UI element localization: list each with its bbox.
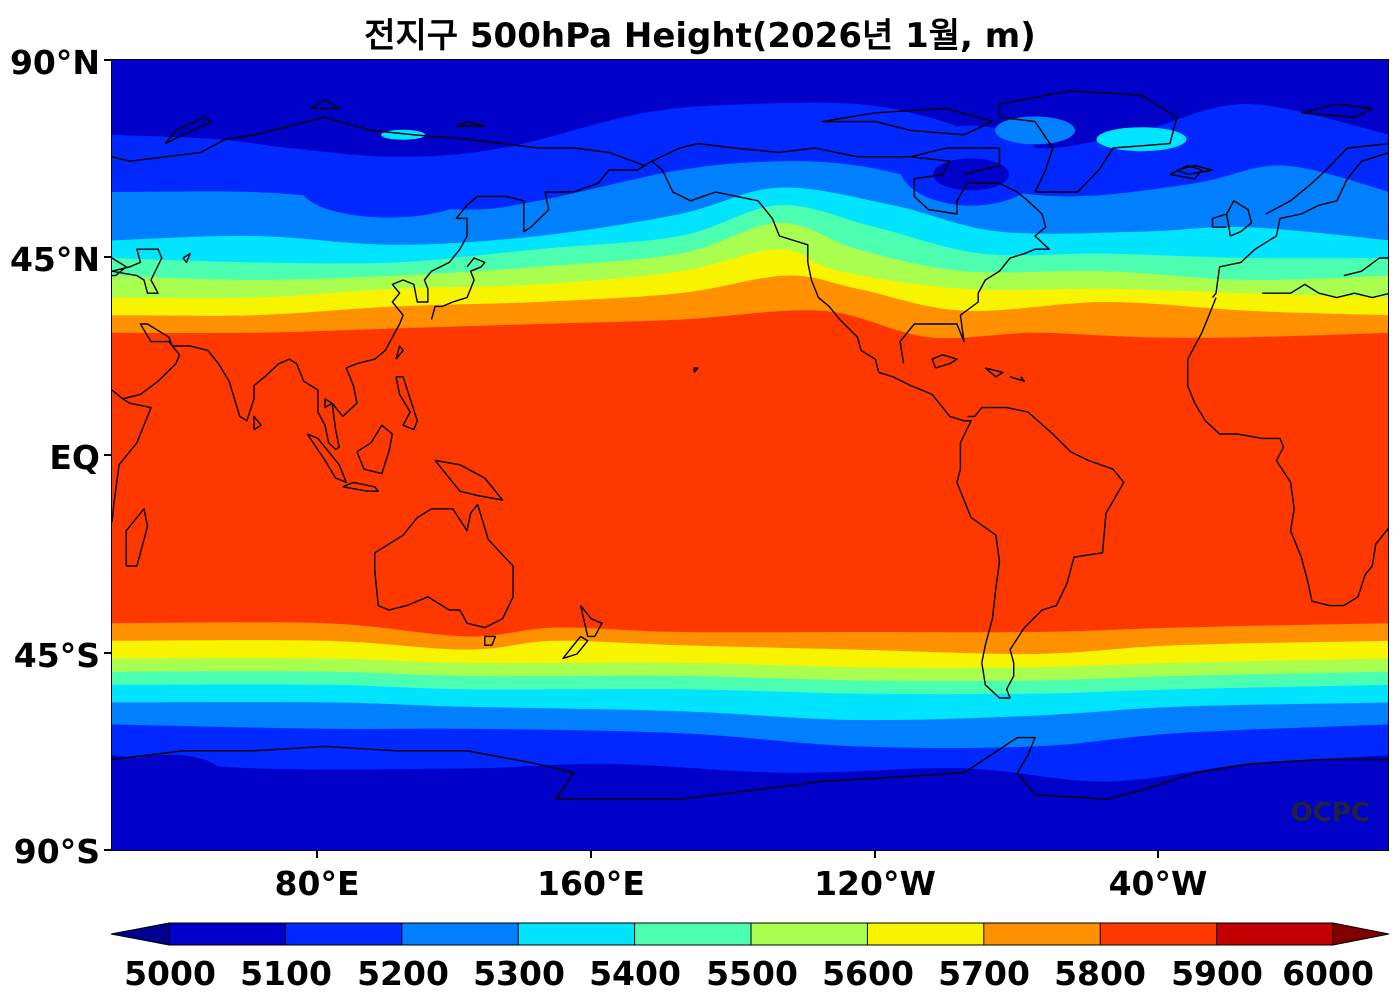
colorbar-label: 5900	[1171, 954, 1263, 993]
height-field-map	[112, 60, 1388, 850]
coastline	[1176, 164, 1214, 176]
coastline	[1211, 152, 1388, 299]
coastline	[651, 160, 1125, 699]
coastline	[693, 367, 699, 373]
greenland-ridge	[1096, 127, 1187, 152]
coastline	[112, 389, 152, 523]
y-tick	[104, 59, 111, 61]
colorbar-segment	[1216, 923, 1333, 945]
colorbar-segment	[634, 923, 751, 945]
low-antarctic-west	[116, 754, 221, 791]
coastline	[182, 252, 191, 264]
coastline	[125, 508, 149, 567]
colorbar-extend-high	[1332, 922, 1390, 946]
y-tick-label-45n: 45°N	[9, 240, 100, 279]
y-tick	[104, 454, 111, 456]
coastline	[1301, 103, 1373, 118]
y-tick	[104, 256, 111, 258]
colorbar-label: 5700	[938, 954, 1030, 993]
coastline	[998, 90, 1178, 193]
coastline	[253, 415, 262, 431]
coastline	[164, 116, 213, 145]
coastline	[484, 635, 497, 646]
low-canada-core	[933, 158, 1010, 191]
y-tick-label-45s: 45°S	[13, 636, 100, 675]
coastline	[395, 376, 418, 431]
colorbar-segment	[751, 923, 868, 945]
coastline	[306, 433, 347, 484]
y-tick-label-90n: 90°N	[9, 43, 100, 82]
antarctic-core-east	[870, 798, 1271, 835]
colorbar-label: 5200	[357, 954, 449, 993]
coastline	[310, 98, 340, 110]
colorbar-label: 6000	[1282, 954, 1374, 993]
colorbar-label: 5100	[240, 954, 332, 993]
colorbar-label: 5500	[706, 954, 798, 993]
colorbar-label: 5300	[473, 954, 565, 993]
colorbar-label: 5600	[822, 954, 914, 993]
y-tick	[104, 652, 111, 654]
coastline	[984, 367, 1004, 378]
coastline	[931, 354, 958, 369]
coastline	[910, 147, 1001, 176]
x-tick	[590, 851, 592, 858]
y-tick-label-eq: EQ	[49, 438, 100, 477]
colorbar-segment	[401, 923, 519, 945]
colorbar-extend-low	[111, 922, 170, 946]
colorbar-segment	[285, 923, 402, 945]
coastline	[342, 481, 379, 492]
colorbar	[111, 922, 1390, 946]
coastline	[434, 459, 504, 501]
coastline	[1265, 143, 1388, 215]
ocpc-watermark: OCPC	[1290, 798, 1370, 828]
x-tick	[316, 851, 318, 858]
coastline	[1009, 376, 1026, 382]
colorbar-label: 5800	[1054, 954, 1146, 993]
y-tick	[104, 849, 111, 851]
colorbar-segment	[518, 923, 635, 945]
colorbar-segment	[169, 923, 286, 945]
coastline	[456, 120, 486, 127]
coastline	[112, 248, 163, 294]
baffin-ridge	[995, 116, 1075, 145]
coastline	[1343, 257, 1388, 277]
coastline	[356, 424, 394, 475]
x-tick-label-160e: 160°E	[537, 864, 645, 903]
coastline	[112, 257, 127, 277]
coastline	[1169, 164, 1203, 180]
antarctic-core	[189, 778, 1029, 838]
colorbar-segment	[867, 923, 984, 945]
colorbar-segment	[1100, 923, 1217, 945]
coastline	[112, 736, 1388, 800]
map-title: 전지구 500hPa Height(2026년 1월, m)	[364, 16, 1036, 56]
coastline	[395, 345, 404, 360]
coastline	[1211, 213, 1227, 228]
x-tick-label-40w: 40°W	[1108, 864, 1208, 903]
colorbar-label: 5400	[589, 954, 681, 993]
map-plot-area: OCPC	[111, 59, 1389, 851]
coastline	[430, 257, 486, 320]
x-tick-label-80e: 80°E	[274, 864, 360, 903]
coastline	[562, 635, 589, 660]
coastline	[579, 605, 603, 638]
coastline	[112, 116, 645, 167]
x-tick	[1157, 851, 1159, 858]
low-east-asia	[300, 157, 477, 218]
x-tick-label-120w: 120°W	[814, 864, 936, 903]
coastline	[374, 503, 514, 629]
colorbar-label: 5000	[124, 954, 216, 993]
coastline	[1187, 297, 1388, 607]
coastline	[122, 160, 652, 451]
coastline	[651, 142, 1050, 364]
coastline	[1262, 283, 1388, 299]
y-tick-label-90s: 90°S	[13, 832, 100, 871]
x-tick	[874, 851, 876, 858]
coastline	[821, 107, 994, 136]
colorbar-segment	[983, 923, 1101, 945]
